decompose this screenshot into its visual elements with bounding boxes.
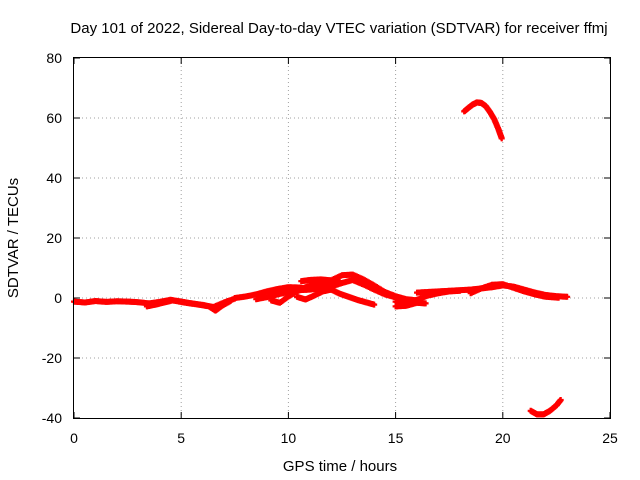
y-tick-label: 60 [46, 110, 62, 126]
y-tick-label: 80 [46, 50, 62, 66]
series-arc-6 [293, 286, 378, 308]
data-point [498, 135, 505, 142]
y-tick-label: -40 [42, 410, 62, 426]
series-arc-12 [461, 99, 505, 142]
series-arc-9 [392, 299, 429, 310]
x-tick-label: 5 [177, 430, 185, 446]
x-tick-label: 20 [495, 430, 511, 446]
data-points [71, 99, 571, 418]
series-arc-13 [527, 397, 564, 418]
series-arc-5 [268, 279, 343, 306]
x-axis-label: GPS time / hours [283, 458, 397, 475]
data-point [557, 397, 564, 403]
data-point [422, 300, 429, 307]
y-tick-label: 0 [54, 290, 62, 306]
data-point [227, 298, 234, 304]
x-tick-label: 25 [602, 430, 618, 446]
series-arc-2 [143, 297, 234, 314]
y-tick-label: 40 [46, 170, 62, 186]
data-point [371, 301, 378, 308]
grid [74, 58, 610, 418]
data-point [336, 279, 343, 286]
x-tick-label: 10 [281, 430, 297, 446]
y-tick-label: 20 [46, 230, 62, 246]
axis-ticks: 0 5 10 15 20 25 -40 -20 0 20 40 60 80 [42, 50, 618, 446]
data-point [564, 293, 571, 300]
chart-title: Day 101 of 2022, Sidereal Day-to-day VTE… [70, 20, 607, 37]
plot-border [73, 57, 611, 419]
series-arc-11 [467, 281, 562, 301]
x-tick-label: 15 [388, 430, 404, 446]
x-tick-label: 0 [70, 430, 78, 446]
data-point [555, 294, 562, 301]
series-arc-7 [298, 271, 421, 304]
y-tick-label: -20 [42, 350, 62, 366]
y-axis-label: SDTVAR / TECUs [5, 178, 22, 298]
